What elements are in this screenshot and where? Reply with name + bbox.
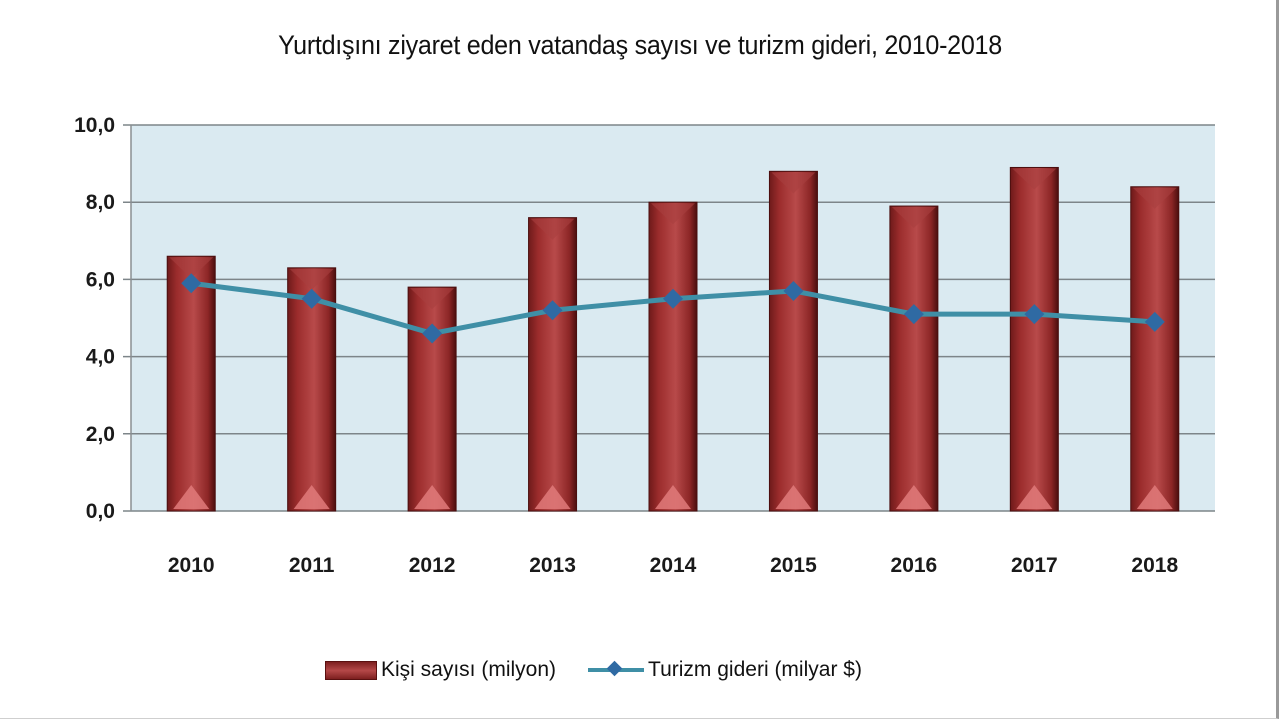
bar-2012	[407, 286, 457, 512]
legend-line-label: Turizm gideri (milyar $)	[648, 658, 862, 681]
line-marker-icon	[1024, 304, 1045, 325]
x-tick-label: 2011	[289, 554, 335, 577]
line-marker-icon	[903, 304, 924, 325]
x-tick-label: 2015	[770, 554, 817, 577]
line-marker-icon	[663, 288, 683, 309]
legend-line-marker-icon	[588, 660, 645, 680]
chart-legend: Kişi sayısı (milyon) Turizm gideri (mily…	[325, 658, 862, 682]
x-tick-label: 2016	[891, 554, 938, 577]
line-marker-icon	[181, 273, 202, 294]
line-marker-icon	[301, 288, 322, 309]
legend-item-line: Turizm gideri (milyar $)	[588, 658, 862, 682]
y-tick-label: 0,0	[86, 500, 115, 523]
line-marker-icon	[422, 323, 443, 344]
line-marker-icon	[1144, 311, 1165, 332]
legend-item-bar: Kişi sayısı (milyon)	[325, 658, 556, 682]
y-tick-label: 10,0	[74, 114, 115, 137]
bar-2013	[528, 217, 578, 512]
x-tick-label: 2014	[650, 554, 697, 577]
line-marker-icon	[783, 280, 804, 301]
x-tick-label: 2018	[1131, 554, 1178, 577]
legend-bar-label: Kişi sayısı (milyon)	[381, 658, 557, 681]
y-tick-label: 2,0	[86, 423, 115, 446]
x-tick-label: 2010	[168, 554, 215, 577]
x-tick-label: 2012	[409, 554, 456, 577]
chart-title: Yurtdışını ziyaret eden vatandaş sayısı …	[278, 30, 1002, 60]
y-tick-label: 8,0	[86, 191, 115, 214]
bar-2016	[889, 205, 939, 512]
bar-2010	[166, 255, 216, 512]
bar-2014	[648, 201, 698, 512]
x-tick-label: 2013	[529, 554, 576, 577]
bar-2015	[768, 170, 818, 512]
line-marker-icon	[542, 300, 563, 321]
bar-2017	[1009, 166, 1059, 512]
x-tick-label: 2017	[1011, 554, 1058, 577]
legend-bar-swatch-icon	[325, 660, 377, 680]
y-tick-label: 4,0	[86, 346, 115, 369]
y-tick-label: 6,0	[86, 268, 115, 291]
bar-2018	[1130, 186, 1180, 512]
